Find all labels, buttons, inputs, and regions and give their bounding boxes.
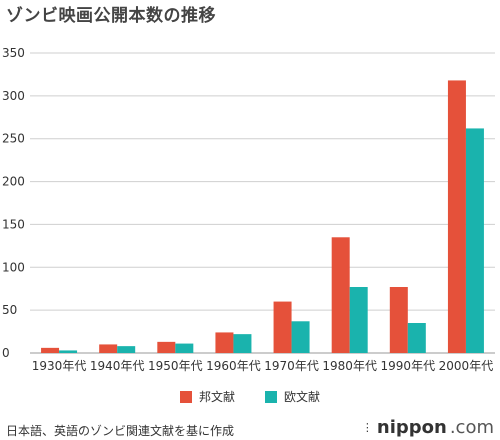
bar-邦文献-1950年代 xyxy=(157,341,176,353)
chart-title: ゾンビ映画公開本数の推移 xyxy=(6,6,216,26)
bar-邦文献-1980年代 xyxy=(331,237,350,353)
y-tick-label: 250 xyxy=(2,132,25,146)
bar-欧文献-1950年代 xyxy=(175,343,194,353)
brand-name: nippon xyxy=(376,417,447,438)
bar-邦文献-1930年代 xyxy=(41,347,60,353)
x-tick-label: 1960年代 xyxy=(206,359,261,373)
legend-label-series-2: 欧文献 xyxy=(284,390,321,404)
bar-邦文献-1960年代 xyxy=(215,332,234,353)
x-tick-label: 1970年代 xyxy=(264,359,319,373)
legend-swatch-series-1 xyxy=(179,390,192,403)
bars xyxy=(41,80,484,353)
brand-logo[interactable]: ⋮ nippon .com xyxy=(362,417,494,438)
bar-邦文献-2000年代 xyxy=(447,80,466,353)
bar-邦文献-1940年代 xyxy=(99,344,118,353)
bar-欧文献-1970年代 xyxy=(291,321,310,353)
x-tick-label: 1990年代 xyxy=(381,359,436,373)
brand-dots-icon: ⋮ xyxy=(361,421,374,434)
bar-欧文献-1990年代 xyxy=(407,323,426,353)
bar-欧文献-2000年代 xyxy=(465,128,484,353)
y-tick-label: 300 xyxy=(2,89,25,103)
legend-item-series-1: 邦文献 xyxy=(179,388,235,405)
x-tick-label: 1940年代 xyxy=(90,359,145,373)
legend-item-series-2: 欧文献 xyxy=(265,388,320,405)
x-tick-label: 1930年代 xyxy=(32,359,87,373)
legend-swatch-series-2 xyxy=(265,390,277,403)
bar-欧文献-1960年代 xyxy=(233,334,252,353)
source-note: 日本語、英語のゾンビ関連文献を基に作成 xyxy=(6,424,235,438)
x-tick-label: 2000年代 xyxy=(439,359,494,373)
legend: 邦文献 欧文献 xyxy=(0,388,500,405)
y-tick-labels: 0 50 100 150 200 250 300 350 xyxy=(2,46,25,360)
y-tick-label: 150 xyxy=(2,217,25,231)
y-tick-label: 350 xyxy=(2,46,25,60)
legend-label-series-1: 邦文献 xyxy=(198,390,235,404)
bar-邦文献-1970年代 xyxy=(273,301,292,353)
y-tick-label: 0 xyxy=(2,346,10,360)
y-tick-label: 200 xyxy=(2,175,25,189)
bar-欧文献-1930年代 xyxy=(59,350,78,353)
bar-欧文献-1940年代 xyxy=(117,346,136,353)
x-tick-label: 1980年代 xyxy=(322,359,377,373)
bar-邦文献-1990年代 xyxy=(389,287,408,353)
y-tick-label: 50 xyxy=(2,303,17,317)
y-tick-label: 100 xyxy=(2,260,25,274)
gridlines xyxy=(30,52,495,354)
x-tick-labels: 1930年代 1940年代 1950年代 1960年代 1970年代 1980年代 1990… xyxy=(32,359,493,373)
bar-欧文献-1980年代 xyxy=(349,287,368,353)
bar-chart: 0 50 100 150 200 250 300 350 1930年代 1940年代 1950年代… xyxy=(2,46,495,373)
brand-ext: .com xyxy=(449,417,494,438)
x-tick-label: 1950年代 xyxy=(148,359,203,373)
